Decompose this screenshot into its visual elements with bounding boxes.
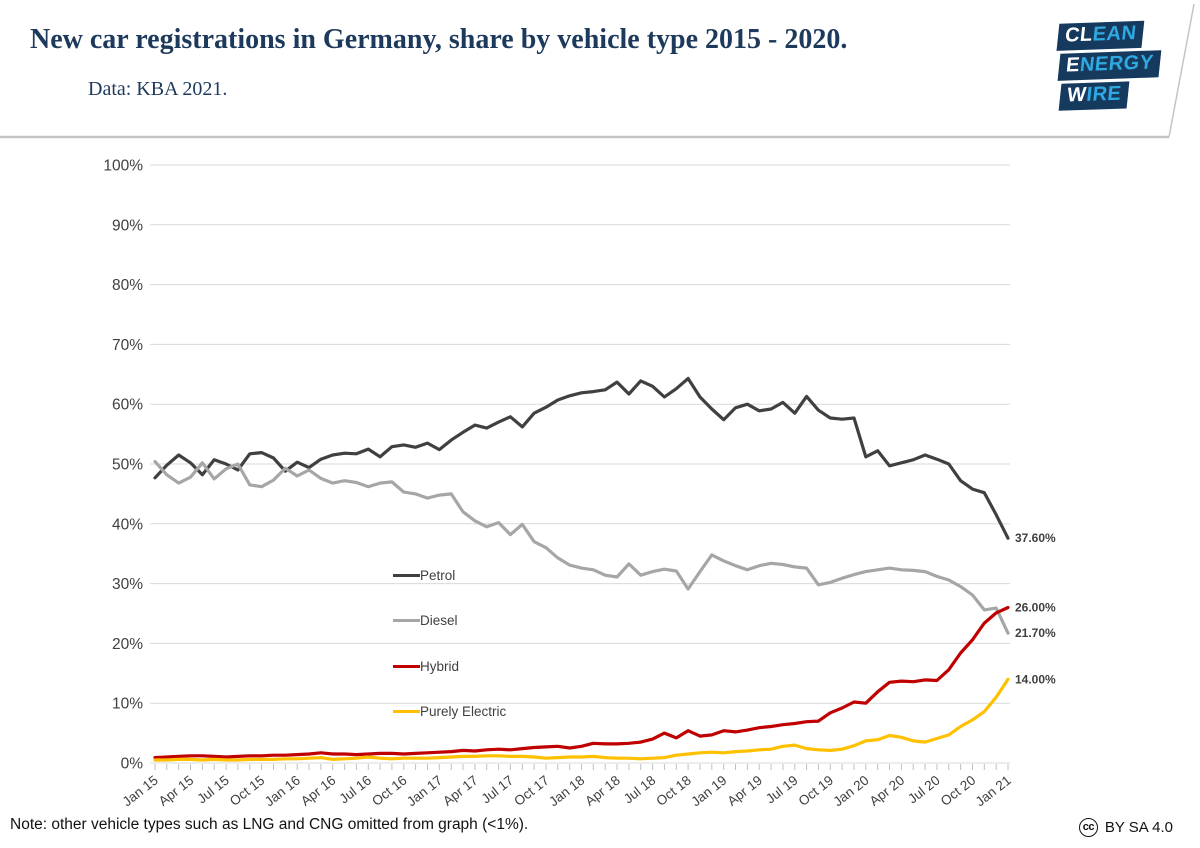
data-source: Data: KBA 2021. bbox=[88, 78, 228, 100]
diesel-line-swatch bbox=[393, 619, 420, 622]
svg-text:Jan 16: Jan 16 bbox=[262, 773, 303, 810]
svg-text:Jan 17: Jan 17 bbox=[404, 773, 445, 810]
svg-text:21.70%: 21.70% bbox=[1015, 626, 1056, 640]
legend-label: Diesel bbox=[420, 613, 458, 628]
svg-text:0%: 0% bbox=[121, 756, 144, 773]
petrol-line-swatch bbox=[393, 573, 420, 577]
svg-text:14.00%: 14.00% bbox=[1015, 672, 1056, 686]
svg-text:37.60%: 37.60% bbox=[1015, 531, 1056, 545]
legend-item-purely-electric: Purely Electric bbox=[393, 703, 506, 721]
svg-text:80%: 80% bbox=[112, 277, 143, 294]
svg-text:60%: 60% bbox=[112, 397, 143, 414]
svg-text:Jul 20: Jul 20 bbox=[905, 773, 943, 807]
svg-text:Apr 17: Apr 17 bbox=[440, 773, 481, 809]
svg-text:Apr 18: Apr 18 bbox=[582, 773, 623, 809]
svg-text:Oct 16: Oct 16 bbox=[369, 773, 410, 809]
svg-text:Oct 17: Oct 17 bbox=[511, 773, 552, 809]
svg-text:40%: 40% bbox=[112, 516, 143, 533]
svg-text:Apr 16: Apr 16 bbox=[298, 773, 339, 809]
logo-text: NERGY bbox=[1078, 51, 1155, 77]
svg-text:Jan 21: Jan 21 bbox=[973, 773, 1014, 810]
svg-text:90%: 90% bbox=[112, 217, 143, 234]
svg-text:Apr 20: Apr 20 bbox=[867, 773, 908, 809]
logo-text: EAN bbox=[1091, 21, 1138, 46]
svg-text:Jan 15: Jan 15 bbox=[120, 773, 161, 810]
svg-text:20%: 20% bbox=[112, 636, 143, 653]
chart-legend: Petrol Diesel Hybrid Purely Electric bbox=[393, 566, 506, 748]
svg-text:Jul 17: Jul 17 bbox=[479, 773, 517, 807]
license-label: BY SA 4.0 bbox=[1104, 819, 1173, 836]
legend-item-diesel: Diesel bbox=[393, 612, 506, 630]
svg-text:10%: 10% bbox=[112, 696, 143, 713]
svg-text:70%: 70% bbox=[112, 337, 143, 354]
svg-text:Jan 19: Jan 19 bbox=[688, 773, 729, 810]
legend-item-hybrid: Hybrid bbox=[393, 657, 506, 675]
svg-text:26.00%: 26.00% bbox=[1015, 601, 1056, 615]
svg-text:50%: 50% bbox=[112, 457, 143, 474]
svg-text:100%: 100% bbox=[103, 158, 143, 175]
logo-row-clean: CLEAN bbox=[1056, 20, 1145, 51]
legend-label: Petrol bbox=[420, 567, 456, 583]
svg-text:Jul 15: Jul 15 bbox=[194, 773, 232, 807]
svg-text:Jul 16: Jul 16 bbox=[337, 773, 375, 807]
svg-text:Jan 20: Jan 20 bbox=[830, 773, 871, 810]
clean-energy-wire-logo: CLEAN ENERGY WIRE bbox=[1056, 20, 1162, 113]
svg-text:Oct 18: Oct 18 bbox=[653, 773, 694, 809]
svg-text:Apr 19: Apr 19 bbox=[724, 773, 765, 809]
logo-text: IRE bbox=[1084, 82, 1123, 106]
svg-text:Jan 18: Jan 18 bbox=[546, 773, 587, 810]
svg-text:Apr 15: Apr 15 bbox=[156, 773, 197, 809]
page-title: New car registrations in Germany, share … bbox=[30, 24, 848, 55]
svg-text:Jul 18: Jul 18 bbox=[621, 773, 659, 807]
legend-label: Purely Electric bbox=[420, 704, 507, 719]
logo-text: W bbox=[1065, 83, 1088, 107]
svg-text:Oct 19: Oct 19 bbox=[796, 773, 837, 809]
svg-text:Jul 19: Jul 19 bbox=[763, 773, 801, 807]
legend-label: Hybrid bbox=[420, 658, 460, 674]
logo-row-wire: WIRE bbox=[1058, 81, 1130, 111]
purely-electric-line-swatch bbox=[393, 710, 420, 713]
svg-text:Oct 20: Oct 20 bbox=[938, 773, 979, 809]
cc-license: cc BY SA 4.0 bbox=[1078, 818, 1173, 837]
svg-text:Oct 15: Oct 15 bbox=[227, 773, 268, 809]
header-divider bbox=[0, 3, 1195, 139]
footnote: Note: other vehicle types such as LNG an… bbox=[10, 816, 529, 833]
logo-text: CL bbox=[1063, 23, 1094, 47]
logo-row-energy: ENERGY bbox=[1057, 50, 1162, 81]
hybrid-line-swatch bbox=[393, 664, 420, 668]
legend-item-petrol: Petrol bbox=[393, 566, 506, 584]
cc-icon: cc bbox=[1078, 818, 1098, 837]
svg-text:30%: 30% bbox=[112, 576, 143, 593]
